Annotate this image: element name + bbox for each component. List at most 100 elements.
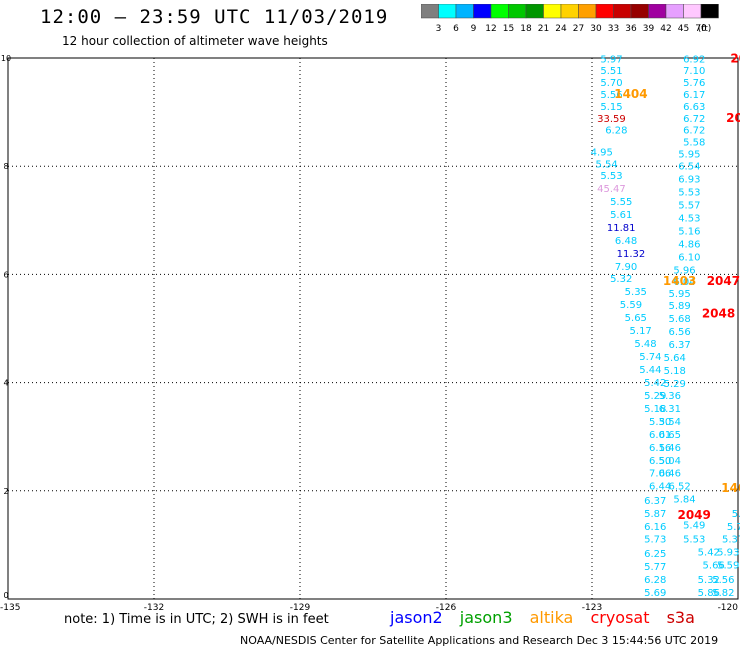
wave-height-value: 5.87 [644,509,666,520]
x-tick-label: -132 [144,603,164,610]
color-scale-label: 12 [485,24,496,34]
legend-jason2: jason2 [390,608,443,627]
color-scale-label: 36 [625,24,637,34]
wave-height-value: 5.17 [630,326,652,337]
wave-height-value: 6.52 [668,482,690,493]
wave-height-value: 5.35 [625,287,647,298]
wave-height-value: 5.46 [659,443,681,454]
wave-height-value: 6.04 [673,277,695,288]
wave-height-value: 5.49 [683,521,705,532]
wave-height-value: 5.44 [639,365,661,376]
wave-height-value: 6.50 [649,456,671,467]
wave-height-value: 5.56 [600,90,622,101]
wave-height-value: 6.37 [668,340,690,351]
wave-height-value: 5.95 [668,289,690,300]
wave-height-value: 11.81 [607,223,636,234]
wave-height-value: 6.92 [683,54,705,65]
wave-height-value: 4.95 [591,147,613,158]
wave-height-value: 5.86 [698,588,720,599]
pass-time-label: 204 [730,51,740,65]
color-scale-bar: 3 6 9 12 15 18 21 24 27 30 33 36 39 42 45 70(ft) [421,4,719,34]
units-note: note: 1) Time is in UTC; 2) SWH is in fe… [64,612,329,627]
wave-height-value: 5.75 [727,522,740,533]
wave-height-value: 5.73 [644,535,666,546]
wave-height-value: 5.16 [678,226,700,237]
wave-height-value: 11.32 [617,249,646,260]
wave-height-value: 5.92 [732,509,740,520]
wave-height-value: 5.66 [703,561,725,572]
wave-height-value: 6.56 [668,327,690,338]
x-tick-label: -126 [436,603,457,610]
chart-title: 12:00 – 23:59 UTC 11/03/2019 [40,6,389,28]
wave-height-value: 5.65 [625,313,647,324]
color-scale-label: 33 [608,24,619,34]
wave-height-value: 5.59 [717,561,739,572]
wave-height-value: 4.86 [678,239,700,250]
wave-height-value: 6.10 [678,252,700,263]
wave-height-value: 6.16 [649,443,671,454]
wave-height-value: 6.48 [615,236,637,247]
wave-height-value: 5.57 [678,200,700,211]
y-tick-label: 2 [3,487,8,496]
color-scale-label: 39 [643,24,655,34]
pass-time-label: 1402 [721,481,740,495]
wave-height-value: 6.93 [678,174,700,185]
wave-height-value: 5.82 [712,588,734,599]
color-scale-label: 6 [453,24,459,34]
x-tick-label: -120 [718,603,739,610]
wave-height-value: 5.74 [639,352,661,363]
wave-height-value: 6.31 [659,404,681,415]
color-scale-label: 45 [678,24,689,34]
wave-height-value: 5.54 [659,417,681,428]
wave-height-value: 5.93 [717,548,739,559]
wave-height-value: 5.58 [683,138,705,149]
wave-height-value: 5.36 [659,391,681,402]
wave-height-value: 7.06 [649,469,671,480]
wave-height-value: 5.29 [664,379,686,390]
wave-height-value: 6.28 [644,575,666,586]
y-tick-label: 10 [1,54,11,63]
wave-height-value: 5.59 [620,300,642,311]
legend-s3a: s3a [666,608,695,627]
wave-height-value: 33.59 [597,114,626,125]
wave-height-value: 5.29 [644,391,666,402]
wave-height-value: 5.37 [722,535,740,546]
wave-height-value: 45.47 [597,184,626,195]
y-tick-label: 8 [3,162,8,171]
wave-height-value: 5.95 [678,150,700,161]
wave-height-value: 5.53 [678,187,700,198]
wave-height-value: 5.61 [610,210,632,221]
wave-height-value: 6.54 [678,161,700,172]
wave-height-value: 6.25 [644,549,666,560]
color-scale-label: 18 [520,24,532,34]
wave-height-value: 5.96 [673,265,695,276]
color-swatch [700,4,719,19]
y-tick-label: 6 [3,270,8,279]
pass-time-label: 1404 [614,87,647,101]
y-tick-label: 4 [3,379,8,388]
wave-height-value: 5.53 [600,171,622,182]
wave-height-value: 5.42 [698,548,720,559]
wave-height-value: 5.15 [600,102,622,113]
wave-height-value: 6.63 [683,102,705,113]
color-scale-label: 24 [555,24,567,34]
chart-subtitle: 12 hour collection of altimeter wave hei… [62,34,328,48]
wave-height-value: 5.53 [683,535,705,546]
wave-height-value: 6.72 [683,126,705,137]
wave-height-value: 6.16 [644,522,666,533]
wave-height-value: 5.70 [600,78,622,89]
wave-height-value: 7.10 [683,66,705,77]
pass-time-label: 2049 [677,508,710,522]
wave-height-value: 7.90 [615,262,637,273]
wave-height-value: 5.84 [673,495,695,506]
color-scale-label: 42 [660,24,671,34]
wave-height-value: 5.77 [644,562,666,573]
color-scale-label: 27 [573,24,584,34]
wave-height-value: 6.72 [683,114,705,125]
color-scale-label: 30 [590,24,602,34]
wave-height-value: 4.53 [678,213,700,224]
wave-height-value: 5.18 [664,366,686,377]
color-scale-unit: (ft) [698,24,712,34]
wave-height-value: 5.64 [664,353,686,364]
